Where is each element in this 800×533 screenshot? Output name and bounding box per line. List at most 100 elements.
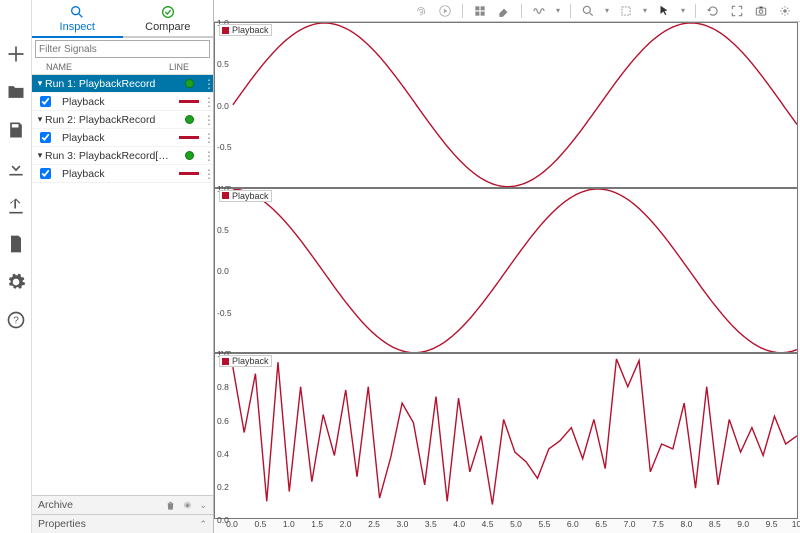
x-tick-label: 4.0 [453,519,465,529]
status-dot [185,151,194,160]
folder-icon[interactable] [6,82,26,102]
x-tick-label: 6.5 [595,519,607,529]
more-icon[interactable]: ⋮ [203,132,213,144]
signal-checkbox[interactable] [40,168,51,179]
fingerprint-icon[interactable] [414,4,428,18]
properties-section[interactable]: Properties ⌃ [32,514,213,533]
fullscreen-icon[interactable] [730,4,744,18]
subplot[interactable]: Playback0.00.20.40.60.81.0 [214,353,798,519]
more-icon[interactable]: ⋮ [203,114,213,126]
signal-label: Playback [62,132,175,144]
run-row[interactable]: ▾ Run 1: PlaybackRecord ⋮ [32,75,213,93]
signal-icon[interactable] [532,4,546,18]
signal-panel: Inspect Compare NAME LINE ▾ Run 1: Playb… [32,0,214,533]
tab-inspect-label: Inspect [60,21,95,33]
chart-toolbar: ▾ ▾ ▾ ▾ [214,0,800,22]
caret-icon[interactable]: ▾ [35,78,45,89]
compare-icon [160,4,176,20]
line-sample [179,172,199,175]
archive-label: Archive [38,499,73,511]
dropdown-caret-icon[interactable]: ▾ [681,6,685,15]
header-name: NAME [46,62,169,72]
fit-icon[interactable] [619,4,633,18]
settings-icon[interactable] [6,272,26,292]
report-icon[interactable] [6,234,26,254]
zoom-icon[interactable] [581,4,595,18]
more-icon[interactable]: ⋮ [203,96,213,108]
more-icon[interactable]: ⋮ [203,150,213,162]
signal-tree[interactable]: ▾ Run 1: PlaybackRecord ⋮ Playback ⋮▾ Ru… [32,75,213,495]
signal-label: Playback [62,96,175,108]
signal-checkbox[interactable] [40,132,51,143]
tab-compare-label: Compare [145,21,190,33]
tree-header: NAME LINE [32,60,213,75]
line-sample [179,100,199,103]
dropdown-caret-icon[interactable]: ▾ [605,6,609,15]
gear-small-icon[interactable] [182,500,193,511]
chart-area: ▾ ▾ ▾ ▾ Playback-1.0-0.50.00.51.0Playbac… [214,0,800,533]
svg-text:?: ? [13,315,19,326]
x-tick-label: 3.0 [396,519,408,529]
more-icon[interactable]: ⋮ [203,168,213,180]
cursor-icon[interactable] [657,4,671,18]
x-tick-label: 9.0 [737,519,749,529]
x-axis: 0.00.51.01.52.02.53.03.54.04.55.05.56.06… [214,519,798,533]
save-icon[interactable] [6,120,26,140]
signal-row[interactable]: Playback ⋮ [32,129,213,147]
inspect-icon [69,4,85,20]
vertical-toolbar: ? [0,0,32,533]
x-tick-label: 6.0 [567,519,579,529]
clear-icon[interactable] [497,4,511,18]
status-dot [185,115,194,124]
signal-checkbox[interactable] [40,96,51,107]
subplot-container[interactable]: Playback-1.0-0.50.00.51.0Playback-1.0-0.… [214,22,800,533]
x-tick-label: 8.0 [680,519,692,529]
signal-row[interactable]: Playback ⋮ [32,165,213,183]
archive-section[interactable]: Archive ⌄ [32,495,213,514]
data-line [233,189,797,353]
layout-grid-icon[interactable] [473,4,487,18]
status-dot [185,79,194,88]
caret-icon[interactable]: ▾ [35,114,45,125]
chart-legend: Playback [219,355,272,367]
dropdown-caret-icon[interactable]: ▾ [643,6,647,15]
refresh-icon[interactable] [706,4,720,18]
properties-label: Properties [38,518,86,530]
add-icon[interactable] [6,44,26,64]
subplot[interactable]: Playback-1.0-0.50.00.51.0 [214,22,798,188]
run-row[interactable]: ▾ Run 2: PlaybackRecord ⋮ [32,111,213,129]
x-tick-label: 2.5 [368,519,380,529]
import-icon[interactable] [6,158,26,178]
play-icon[interactable] [438,4,452,18]
x-tick-label: 8.5 [709,519,721,529]
x-tick-label: 9.5 [766,519,778,529]
header-line: LINE [169,62,213,72]
run-label: Run 1: PlaybackRecord [45,78,175,90]
filter-input[interactable] [35,40,210,58]
run-row[interactable]: ▾ Run 3: PlaybackRecord[Current] ⋮ [32,147,213,165]
chart-legend: Playback [219,24,272,36]
data-line [233,23,797,187]
x-tick-label: 5.0 [510,519,522,529]
line-sample [179,136,199,139]
export-icon[interactable] [6,196,26,216]
snapshot-icon[interactable] [754,4,768,18]
x-tick-label: 4.5 [482,519,494,529]
data-line [233,359,797,505]
caret-icon[interactable]: ▾ [35,150,45,161]
x-tick-label: 5.5 [538,519,550,529]
prefs-icon[interactable] [778,4,792,18]
help-icon[interactable]: ? [6,310,26,330]
x-tick-label: 10.0 [792,519,800,529]
more-icon[interactable]: ⋮ [203,78,213,90]
chevron-down-icon[interactable]: ⌄ [199,500,207,511]
x-tick-label: 1.5 [311,519,323,529]
tab-compare[interactable]: Compare [123,0,214,36]
subplot[interactable]: Playback-1.0-0.50.00.51.0 [214,188,798,354]
tab-inspect[interactable]: Inspect [32,0,123,38]
chevron-up-icon[interactable]: ⌃ [199,519,207,530]
signal-row[interactable]: Playback ⋮ [32,93,213,111]
x-tick-label: 1.0 [283,519,295,529]
trash-icon[interactable] [165,500,176,511]
dropdown-caret-icon[interactable]: ▾ [556,6,560,15]
